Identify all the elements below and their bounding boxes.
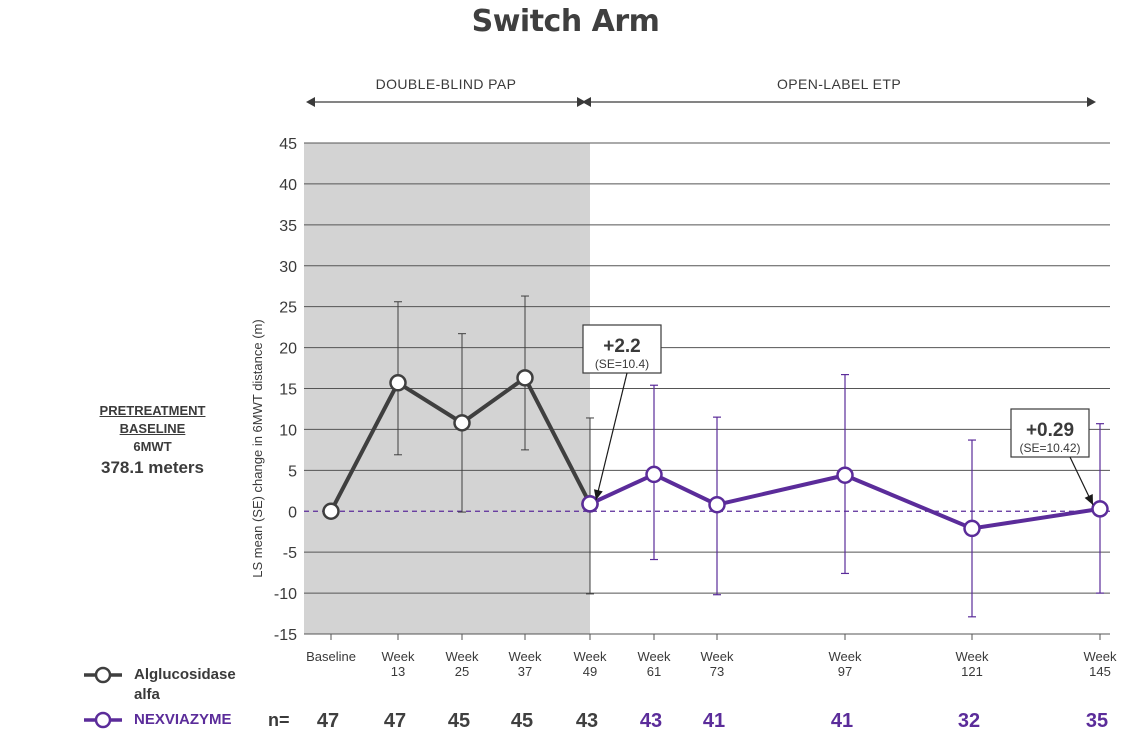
x-tick-label: 37 <box>518 664 532 679</box>
y-tick-label: 45 <box>279 136 297 153</box>
data-point <box>645 465 663 484</box>
y-tick-label: 0 <box>288 504 297 521</box>
baseline-heading-2: BASELINE <box>119 421 186 436</box>
annotation-value: +2.2 <box>603 336 641 357</box>
legend-label-alglucosidase: Alglucosidase alfa <box>134 666 236 703</box>
x-tick-label: Baseline <box>306 649 356 664</box>
y-axis-label: LS mean (SE) change in 6MWT distance (m) <box>250 319 265 577</box>
x-tick-label: Week <box>956 649 989 664</box>
legend-marker-alglucosidase <box>84 666 122 684</box>
x-tick-label: 49 <box>583 664 597 679</box>
annotation-box <box>582 324 662 374</box>
baseline-heading-3: 6MWT <box>133 439 172 454</box>
data-point <box>581 495 599 513</box>
y-tick-label: 10 <box>279 422 297 439</box>
legend-label-nexviazyme: NEXVIAZYME <box>134 711 232 728</box>
y-tick-label: 20 <box>279 341 297 358</box>
annotation-arrow <box>595 372 628 501</box>
n-count: 35 <box>1086 710 1108 732</box>
x-tick-label: Week <box>509 649 542 664</box>
data-point <box>1091 500 1109 518</box>
x-tick-label: 121 <box>961 664 983 679</box>
n-count: 41 <box>703 710 725 732</box>
chart-title: Switch Arm <box>471 4 660 39</box>
y-tick-label: 35 <box>279 218 297 235</box>
arrow-left-icon <box>582 97 591 107</box>
arrowhead-icon <box>1084 494 1093 505</box>
n-label: n= <box>268 710 290 730</box>
legend-circle <box>94 711 112 729</box>
data-point <box>963 519 981 538</box>
data-point <box>708 495 726 514</box>
x-tick-label: 25 <box>455 664 469 679</box>
annotation-box <box>1010 408 1090 458</box>
arrowhead-icon <box>593 489 603 500</box>
y-tick-label: 30 <box>279 259 297 276</box>
x-tick-label: Week <box>1084 649 1117 664</box>
n-count: 45 <box>448 710 470 732</box>
n-count: 47 <box>384 710 406 732</box>
x-tick-label: 73 <box>710 664 724 679</box>
x-tick-label: 145 <box>1089 664 1111 679</box>
y-tick-label: -15 <box>274 627 297 644</box>
n-count: 45 <box>511 710 533 732</box>
n-count: 41 <box>831 710 853 732</box>
legend-circle <box>94 666 112 684</box>
x-tick-label: 13 <box>391 664 405 679</box>
x-tick-label: Week <box>638 649 671 664</box>
n-count: 32 <box>958 710 980 732</box>
data-point <box>322 502 340 520</box>
annotation-value: +0.29 <box>1026 420 1074 441</box>
n-count: 47 <box>317 710 339 732</box>
x-tick-label: Week <box>382 649 415 664</box>
data-point <box>389 374 407 392</box>
x-tick-label: 97 <box>838 664 852 679</box>
baseline-value: 378.1 meters <box>100 458 205 477</box>
baseline-heading-1: PRETREATMENT <box>99 403 206 418</box>
data-point <box>516 369 534 387</box>
x-tick-label: Week <box>701 649 734 664</box>
data-point <box>453 414 471 432</box>
arrow-left-icon <box>306 97 315 107</box>
x-tick-label: 61 <box>647 664 661 679</box>
x-tick-label: Week <box>829 649 862 664</box>
y-tick-label: -5 <box>283 545 297 562</box>
period-label: DOUBLE-BLIND PAP <box>376 76 517 92</box>
n-count: 43 <box>640 710 662 732</box>
x-tick-label: Week <box>574 649 607 664</box>
y-tick-label: -10 <box>274 586 297 603</box>
legend-marker-nexviazyme <box>84 711 122 729</box>
y-tick-label: 15 <box>279 382 297 399</box>
x-tick-label: Week <box>446 649 479 664</box>
data-point <box>836 466 854 484</box>
arrow-right-icon <box>1087 97 1096 107</box>
y-tick-label: 40 <box>279 177 297 194</box>
arrow-right-icon <box>577 97 586 107</box>
annotation-se: (SE=10.42) <box>1019 441 1080 455</box>
annotation-se: (SE=10.4) <box>595 357 649 371</box>
period-label: OPEN-LABEL ETP <box>777 76 901 92</box>
y-tick-label: 25 <box>279 300 297 317</box>
n-count: 43 <box>576 710 598 732</box>
y-tick-label: 5 <box>288 463 297 480</box>
series-line <box>589 472 1101 531</box>
